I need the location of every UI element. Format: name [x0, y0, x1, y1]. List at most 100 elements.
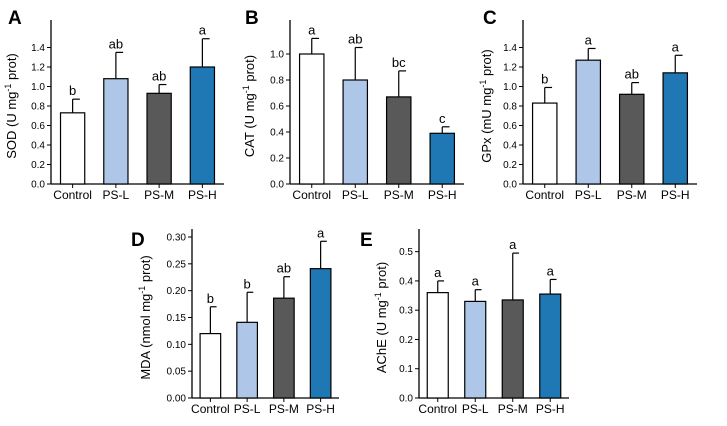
- y-axis-label-unit: prot): [4, 53, 19, 83]
- panel-letter: A: [8, 8, 22, 29]
- x-tick-label: PS-L: [575, 188, 602, 202]
- significance-label: b: [244, 276, 251, 291]
- significance-label: a: [547, 263, 555, 278]
- y-axis-label: MDA (nmol mg-1 prot): [137, 255, 153, 379]
- y-tick-label: 0.4: [31, 141, 45, 152]
- y-tick-label: 0.0: [270, 180, 284, 191]
- y-tick-label: 0.25: [167, 259, 187, 270]
- significance-label: a: [585, 32, 593, 47]
- bar-ps-h: [662, 72, 689, 185]
- x-tick-label: PS-H: [536, 402, 565, 416]
- x-tick-label: PS-M: [617, 188, 647, 202]
- bar-ps-h: [189, 66, 216, 185]
- y-tick-label: 0.0: [31, 180, 45, 191]
- significance-label: bc: [392, 55, 406, 70]
- y-tick-label: 0.4: [503, 141, 517, 152]
- x-tick-label: PS-H: [428, 188, 457, 202]
- bar-ps-l: [575, 59, 602, 185]
- significance-label: b: [69, 83, 76, 98]
- panel-letter: B: [245, 8, 259, 29]
- y-axis-label-superscript: -1: [373, 292, 383, 300]
- bar-ps-l: [103, 78, 129, 185]
- bar-control: [199, 333, 222, 399]
- x-tick-label: Control: [418, 402, 457, 416]
- y-axis-label: SOD (U mg-1 prot): [3, 53, 19, 159]
- x-tick-label: PS-M: [144, 188, 174, 202]
- y-axis-label-superscript: -1: [241, 85, 251, 93]
- bar-ps-m: [272, 297, 295, 399]
- y-tick-label: 0.2: [31, 160, 45, 171]
- bar-ps-m: [501, 299, 524, 399]
- y-axis-label: CAT (U mg-1 prot): [241, 55, 257, 157]
- x-tick-label: PS-H: [188, 188, 217, 202]
- y-axis-label-main: AChE (U mg: [374, 300, 389, 373]
- x-tick-label: PS-L: [103, 188, 130, 202]
- y-axis-label-main: MDA (nmol mg: [138, 294, 153, 380]
- y-tick-label: 0.20: [167, 286, 187, 297]
- y-axis-label-main: CAT (U mg: [242, 93, 257, 157]
- significance-label: b: [207, 291, 214, 306]
- x-tick-label: PS-H: [661, 188, 690, 202]
- significance-label: ab: [152, 69, 166, 84]
- x-tick-label: PS-M: [269, 402, 299, 416]
- y-tick-label: 0.6: [503, 121, 517, 132]
- y-tick-label: 0.15: [167, 313, 187, 324]
- significance-label: ab: [277, 261, 291, 276]
- y-tick-label: 0.4: [270, 128, 284, 139]
- y-tick-label: 1.2: [31, 63, 45, 74]
- panel-letter: C: [483, 8, 497, 29]
- x-tick-label: Control: [525, 188, 564, 202]
- y-tick-label: 0.00: [167, 394, 187, 405]
- significance-label: b: [541, 71, 548, 86]
- y-axis-label-unit: prot): [138, 255, 153, 285]
- y-tick-label: 0.05: [167, 367, 187, 378]
- bar-ps-m: [385, 96, 412, 185]
- bar-ps-m: [618, 93, 645, 185]
- y-tick-label: 0.2: [399, 335, 413, 346]
- significance-label: a: [199, 23, 207, 38]
- significance-label: c: [439, 111, 446, 126]
- bar-control: [298, 53, 325, 185]
- x-tick-label: Control: [53, 188, 92, 202]
- y-tick-label: 1.4: [31, 43, 45, 54]
- bar-ps-h: [309, 268, 332, 399]
- x-tick-label: PS-L: [234, 402, 261, 416]
- significance-label: ab: [348, 32, 362, 47]
- y-tick-label: 0.4: [399, 276, 413, 287]
- panel-a: A SOD (U mg-1 prot) 0.0 0.2 0.4 0.6 0.8 1.0 1.2 1…: [3, 8, 224, 202]
- y-tick-label: 0.2: [503, 160, 517, 171]
- panel-letter: D: [131, 230, 145, 251]
- significance-label: a: [308, 22, 316, 37]
- y-tick-label: 0.10: [167, 340, 187, 351]
- significance-label: a: [472, 274, 480, 289]
- bar-ps-h: [429, 132, 456, 185]
- x-tick-label: Control: [191, 402, 230, 416]
- y-tick-label: 0.6: [31, 121, 45, 132]
- panel-c: C GPx (mU mg-1 prot) 0.0 0.2 0.4 0.6 0.8 1.0 1.2…: [478, 8, 697, 202]
- y-axis-label-unit: prot): [242, 55, 257, 85]
- bar-ps-l: [342, 79, 369, 185]
- y-axis-label-superscript: -1: [3, 84, 13, 92]
- significance-label: a: [672, 39, 680, 54]
- y-axis-label-unit: prot): [374, 262, 389, 292]
- significance-label: ab: [109, 36, 123, 51]
- bar-ps-m: [146, 92, 172, 185]
- panel-b: B CAT (U mg-1 prot) 0.0 0.2 0.4 0.6 0.8 1.0 a Con…: [241, 8, 464, 202]
- significance-label: a: [509, 237, 517, 252]
- y-axis-label-main: GPx (mU mg: [479, 88, 494, 163]
- bar-control: [426, 292, 449, 399]
- x-tick-label: PS-L: [462, 402, 489, 416]
- x-tick-label: Control: [292, 188, 331, 202]
- x-tick-label: PS-M: [384, 188, 414, 202]
- y-tick-label: 0.2: [270, 154, 284, 165]
- y-tick-label: 1.0: [31, 82, 45, 93]
- bar-control: [531, 102, 558, 185]
- x-tick-label: PS-M: [498, 402, 528, 416]
- panel-d: D MDA (nmol mg-1 prot) 0.00 0.05 0.10 0.15 0.2…: [131, 225, 339, 416]
- x-tick-label: PS-H: [306, 402, 335, 416]
- y-tick-label: 0.8: [503, 102, 517, 113]
- y-axis-label-main: SOD (U mg: [4, 92, 19, 159]
- y-axis-label: AChE (U mg-1 prot): [373, 262, 389, 373]
